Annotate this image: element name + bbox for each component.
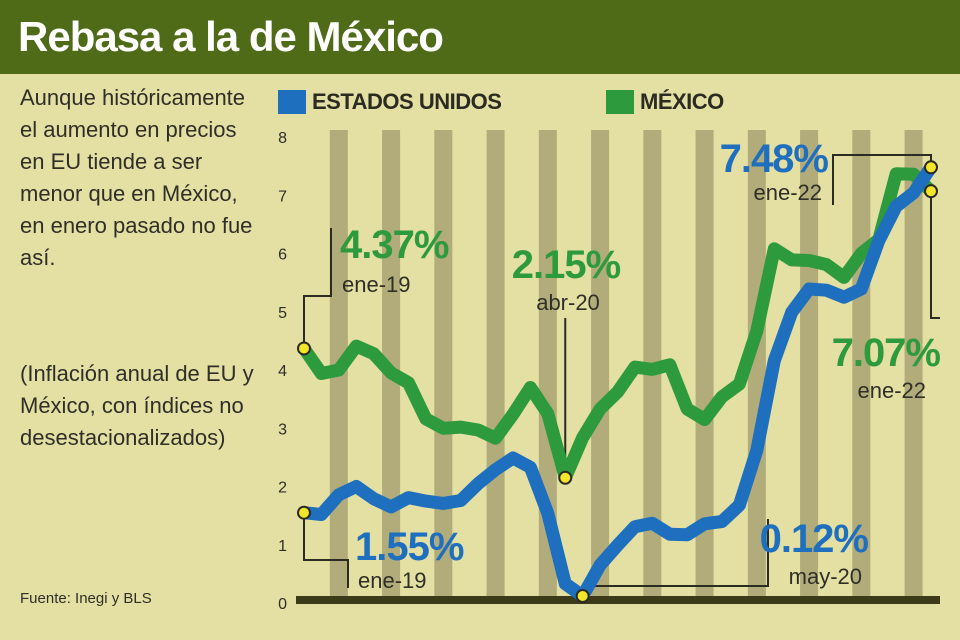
chart-band [695,130,714,600]
annotation-value: 4.37% [340,223,449,267]
annotation-date: ene-19 [358,568,427,593]
legend-label-mx: MÉXICO [640,89,724,114]
series-lines [297,160,938,603]
y-tick-label: 0 [278,596,287,613]
annotation-marker [297,341,311,356]
annotation-marker [924,160,938,175]
y-tick-label: 6 [278,247,287,264]
source-text: Fuente: Inegi y BLS [20,590,152,607]
annotation-value: 2.15% [512,243,621,287]
y-tick-label: 7 [278,188,287,205]
annotation-marker [924,184,938,199]
annotation-value: 0.12% [760,517,869,561]
chart-band [538,130,557,600]
annotation-marker [558,470,573,485]
legend-label-us: ESTADOS UNIDOS [312,89,502,114]
chart-band [904,130,923,600]
y-tick-label: 4 [278,363,287,380]
annotation-labels: 4.37%ene-19 2.15%abr-207.48%ene-227.07%en… [340,137,941,593]
annotation-date: may-20 [789,564,862,589]
annotation-date: ene-19 [342,272,411,297]
x-axis-line [296,596,940,604]
legend-swatch-mx [606,90,634,114]
annotation-leader [930,191,940,319]
y-axis-ticks: 0 1 2 3 4 5 6 7 8 [278,130,287,613]
annotation-marker [297,505,311,520]
intro-text: Aunque históricamente el aumento en prec… [20,85,253,270]
note-text: (Inflación anual de EU y México, con índ… [20,361,254,450]
series-line-us [297,160,938,603]
annotation-date: ene-22 [753,180,822,205]
legend-swatch-us [278,90,306,114]
chart-title: Rebasa a la de México [18,13,444,60]
annotation-date: ene-22 [857,378,926,403]
y-tick-label: 3 [278,421,287,438]
chart-band [591,130,610,600]
annotation-value: 7.07% [832,331,941,375]
annotation-leader [303,512,349,588]
chart-band [486,130,505,600]
chart-band [434,130,453,600]
annotation-value: 1.55% [355,525,464,569]
annotation-markers [297,160,938,604]
chart-band [800,130,819,600]
annotation-date: abr-20 [536,290,600,315]
title-bar: Rebasa a la de México [0,0,960,74]
y-tick-label: 8 [278,130,287,147]
y-tick-label: 2 [278,480,287,497]
annotation-value: 7.48% [720,137,829,181]
series-line-mx [297,167,938,485]
y-tick-label: 1 [278,538,287,555]
annotation-marker [575,589,590,604]
annotation-leader [303,228,332,349]
y-tick-label: 5 [278,305,287,322]
